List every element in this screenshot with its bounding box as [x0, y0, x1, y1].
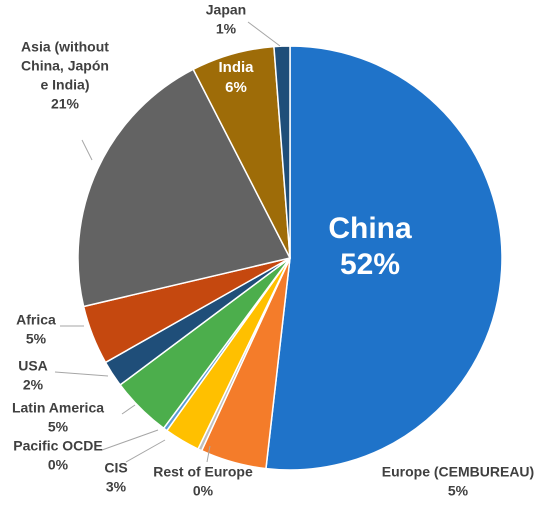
slice-name-label: Rest of Europe: [153, 463, 253, 479]
slice-value-label: 5%: [48, 418, 69, 434]
leader-line-usa: [54, 371, 109, 377]
slice-label-africa: Africa 5%: [16, 311, 56, 346]
slice-value-label: 5%: [448, 482, 469, 498]
slice-name-label: India: [218, 59, 254, 76]
leader-line-japan: [247, 21, 281, 47]
slice-value-label: 2%: [23, 376, 44, 392]
slice-name-label: Europe (CEMBUREAU): [382, 463, 534, 479]
slice-value-label: 5%: [26, 330, 47, 346]
slice-label-europe-cembureau: Europe (CEMBUREAU) 5%: [382, 463, 534, 498]
slice-label-cis: CIS 3%: [104, 459, 127, 494]
slice-name-label: e India): [40, 76, 89, 92]
pie-slice-asia-without-china-jap-n-e-india: [77, 68, 292, 308]
slice-label-rest-of-europe: Rest of Europe 0%: [153, 463, 253, 498]
slice-name-label: USA: [18, 357, 48, 373]
slice-name-label: Latin America: [12, 399, 104, 415]
slice-name-label: Japan: [206, 1, 246, 17]
slice-label-japan: Japan 1%: [206, 1, 246, 36]
slice-value-label: 3%: [106, 478, 127, 494]
slice-label-india: India 6%: [218, 59, 254, 96]
leader-line-pacific-ocde: [101, 429, 159, 451]
leader-lines: [54, 21, 281, 463]
slice-label-asia-without-china-jap-n-e-india: Asia (without China, Japón e India) 21%: [21, 38, 109, 111]
slice-name-label: China, Japón: [21, 57, 109, 73]
leader-line-latin-america: [121, 404, 136, 415]
leader-line-rest-of-europe: [206, 445, 211, 463]
pie-slice-china: [265, 45, 503, 471]
slice-value-label: 0%: [193, 482, 214, 498]
slice-label-usa: USA 2%: [18, 357, 48, 392]
leader-line-asia-without-china-jap-n-e-india: [81, 139, 93, 161]
slice-name-label: China: [328, 212, 412, 245]
slice-value-label: 6%: [225, 79, 247, 96]
slice-label-pacific-ocde: Pacific OCDE 0%: [13, 437, 102, 472]
slice-value-label: 0%: [48, 456, 69, 472]
slice-value-label: 52%: [340, 248, 400, 281]
pie-slice-japan: [273, 45, 291, 259]
slice-labels: China 52% Europe (CEMBUREAU) 5% Rest of Euro…: [12, 1, 534, 498]
slice-value-label: 21%: [51, 95, 80, 111]
slice-name-label: Africa: [16, 311, 56, 327]
slice-label-latin-america: Latin America 5%: [12, 399, 104, 434]
slice-name-label: Asia (without: [21, 38, 109, 54]
slice-label-china: China 52%: [328, 212, 412, 281]
slice-name-label: Pacific OCDE: [13, 437, 102, 453]
slice-name-label: CIS: [104, 459, 127, 475]
slice-value-label: 1%: [216, 20, 237, 36]
pie-slices: [77, 45, 503, 471]
leader-line-cis: [125, 439, 166, 463]
